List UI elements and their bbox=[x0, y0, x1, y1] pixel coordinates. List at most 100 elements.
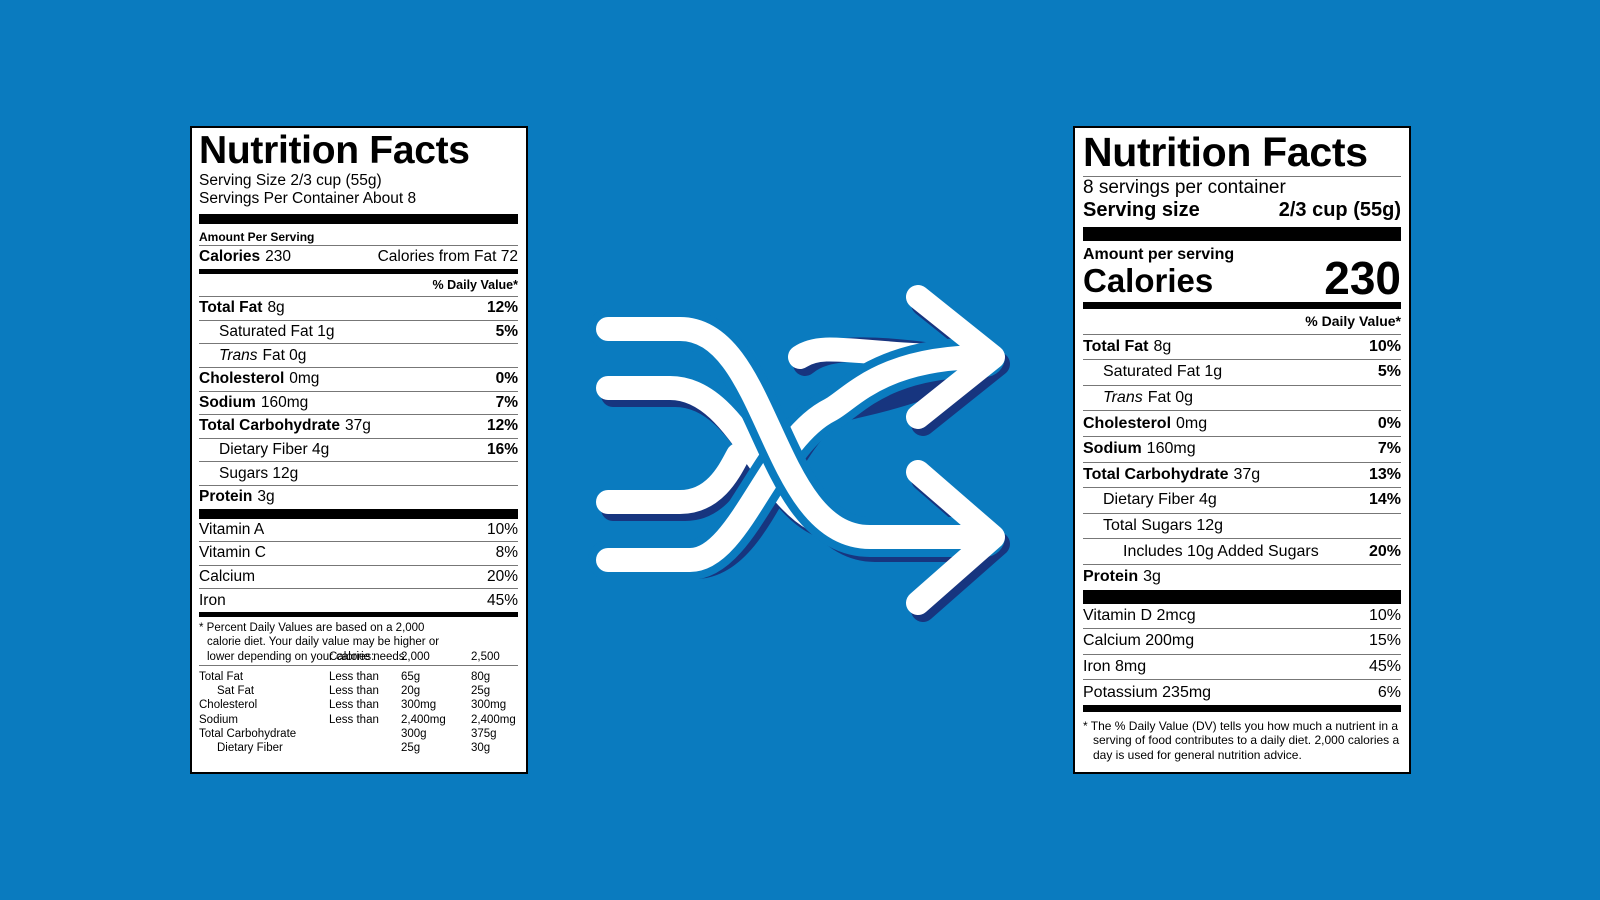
nutrient-name: Total Fat bbox=[1083, 337, 1149, 355]
nutrient-dv: 14% bbox=[1368, 491, 1401, 509]
serving-size-label: Serving size bbox=[1083, 199, 1200, 221]
dv-value: 300g bbox=[401, 727, 427, 740]
nutrient-name: Sugars 12g bbox=[219, 464, 299, 482]
calories-label: Calories bbox=[1083, 262, 1214, 299]
calories-value: 230 bbox=[265, 248, 292, 266]
dv-value: 25g bbox=[471, 685, 491, 697]
nutrient-dv: 5% bbox=[495, 323, 518, 341]
nutrient-dv: 12% bbox=[486, 299, 518, 317]
dv-table: Total Fat Less than 65g 80g Sat Fat Less tha… bbox=[199, 670, 518, 756]
new-label: Nutrition Facts 8 servings per container… bbox=[1073, 126, 1411, 774]
divider bbox=[199, 268, 518, 274]
nutrient-row: Total Fat 8g 10% bbox=[1083, 333, 1401, 360]
title: Nutrition Facts bbox=[1083, 129, 1368, 175]
nutrient-name: Saturated Fat 1g bbox=[219, 323, 335, 341]
nutrient-dv: 13% bbox=[1368, 465, 1401, 483]
dv-value: 25g bbox=[401, 742, 421, 755]
divider bbox=[1083, 302, 1401, 309]
nutrient-dv: 12% bbox=[486, 417, 518, 435]
nutrient-name: Total Carbohydrate bbox=[199, 417, 340, 435]
nutrient-dv: 0% bbox=[495, 370, 518, 388]
nutrient-dv: 7% bbox=[495, 393, 518, 411]
dv-limit: Less than bbox=[329, 713, 379, 726]
vitamin-name: Calcium bbox=[199, 568, 255, 586]
nutrient-row: Protein 3g bbox=[1083, 563, 1401, 590]
dv-header: % Daily Value* bbox=[432, 277, 518, 292]
dv-table-head: 2,500 bbox=[471, 651, 500, 664]
vitamin-name: Potassium 235mg bbox=[1083, 683, 1212, 701]
vitamin-dv: 8% bbox=[495, 544, 518, 562]
nutrient-row: Total Carbohydrate 37g 12% bbox=[199, 414, 518, 438]
nutrient-row: Total Sugars 12g bbox=[1083, 512, 1401, 539]
nutrient-amount: 37g bbox=[1233, 465, 1261, 483]
nutrient-name: Protein bbox=[199, 488, 253, 506]
nutrient-name: Total Carbohydrate bbox=[1083, 465, 1229, 483]
nutrient-row: Dietary Fiber 4g 16% bbox=[199, 437, 518, 462]
footnote: * Percent Daily Values are based on a 2,… bbox=[199, 621, 440, 663]
nutrient-dv: 10% bbox=[1368, 337, 1401, 355]
dv-table-header: Calories: 2,000 2,500 bbox=[199, 650, 518, 666]
dv-value: 80g bbox=[471, 670, 491, 683]
dv-nutrient: Total Fat bbox=[199, 670, 244, 683]
nutrient-row: Dietary Fiber 4g 14% bbox=[1083, 487, 1401, 513]
title: Nutrition Facts bbox=[199, 129, 470, 172]
vitamin-name: Iron bbox=[199, 591, 226, 609]
nutrient-dv: 5% bbox=[1377, 363, 1401, 381]
vitamin-row: Calcium 200mg 15% bbox=[1083, 628, 1401, 654]
nutrient-name: Sodium bbox=[1083, 440, 1142, 458]
nutrient-amount: 8g bbox=[267, 299, 285, 317]
nutrient-row: Total Fat 8g 12% bbox=[199, 296, 518, 320]
nutrient-row: Trans Fat 0g bbox=[199, 343, 518, 367]
nutrient-name: Fat 0g bbox=[1147, 389, 1194, 407]
vitamin-row: Iron 8mg 45% bbox=[1083, 653, 1401, 680]
dv-nutrient: Dietary Fiber bbox=[217, 742, 283, 755]
dv-nutrient: Sodium bbox=[199, 713, 238, 726]
vitamin-row: Vitamin D 2mcg 10% bbox=[1083, 604, 1401, 629]
dv-limit: Less than bbox=[329, 699, 379, 712]
vitamin-dv: 10% bbox=[486, 520, 518, 538]
amount-per-serving: Amount per serving bbox=[1083, 246, 1235, 263]
vitamin-row: Vitamin A 10% bbox=[199, 519, 518, 542]
vitamin-name: Vitamin C bbox=[199, 544, 266, 562]
nutrient-row: Saturated Fat 1g 5% bbox=[1083, 359, 1401, 385]
dv-nutrient: Cholesterol bbox=[199, 699, 258, 712]
calories: Calories 230 bbox=[199, 248, 291, 266]
footnote: * The % Daily Value (DV) tells you how m… bbox=[1083, 718, 1400, 762]
vitamin-name: Vitamin D 2mcg bbox=[1083, 606, 1196, 624]
dv-limit: Less than bbox=[329, 670, 379, 683]
old-label: Nutrition Facts Serving Size 2/3 cup (55… bbox=[190, 126, 528, 774]
nutrient-amount: 3g bbox=[257, 488, 275, 506]
vitamin-row: Vitamin C 8% bbox=[199, 541, 518, 565]
dv-table-head: 2,000 bbox=[401, 651, 430, 664]
nutrient-name: Protein bbox=[1083, 568, 1139, 586]
calories-row: Calories 230 Calories from Fat 72 bbox=[199, 245, 518, 269]
nutrient-row: Trans Fat 0g bbox=[1083, 384, 1401, 411]
serving-size-value: 2/3 cup (55g) bbox=[1278, 199, 1401, 221]
nutrient-prefix: Trans bbox=[1103, 389, 1143, 407]
vitamin-dv: 15% bbox=[1368, 632, 1401, 650]
dv-value: 65g bbox=[401, 670, 421, 683]
nutrient-row: Cholesterol 0mg 0% bbox=[199, 366, 518, 391]
nutrient-dv: 20% bbox=[1368, 542, 1401, 560]
servings: 8 servings per container bbox=[1083, 176, 1401, 199]
nutrient-name: Saturated Fat 1g bbox=[1103, 363, 1223, 381]
nutrient-dv: 7% bbox=[1377, 440, 1401, 458]
serving-size: Serving Size 2/3 cup (55g) bbox=[199, 172, 382, 189]
dv-nutrient: Sat Fat bbox=[217, 685, 255, 697]
divider bbox=[199, 611, 518, 617]
nutrient-name: Includes 10g Added Sugars bbox=[1123, 542, 1319, 560]
nutrient-name: Total Sugars 12g bbox=[1103, 517, 1224, 535]
vitamin-name: Vitamin A bbox=[199, 520, 265, 538]
dv-value: 300mg bbox=[471, 699, 507, 712]
nutrient-name: Dietary Fiber 4g bbox=[219, 441, 330, 459]
nutrient-row: Saturated Fat 1g 5% bbox=[199, 319, 518, 344]
divider bbox=[1083, 227, 1401, 241]
vitamin-row: Potassium 235mg 6% bbox=[1083, 679, 1401, 705]
calories-from-fat: Calories from Fat 72 bbox=[377, 248, 518, 266]
nutrient-name: Fat 0g bbox=[262, 346, 307, 364]
vitamin-name: Iron 8mg bbox=[1083, 658, 1147, 676]
nutrient-row: Sodium 160mg 7% bbox=[1083, 435, 1401, 462]
dv-value: 300mg bbox=[401, 699, 437, 712]
nutrient-prefix: Trans bbox=[219, 346, 258, 364]
nutrient-dv: 16% bbox=[486, 441, 518, 459]
